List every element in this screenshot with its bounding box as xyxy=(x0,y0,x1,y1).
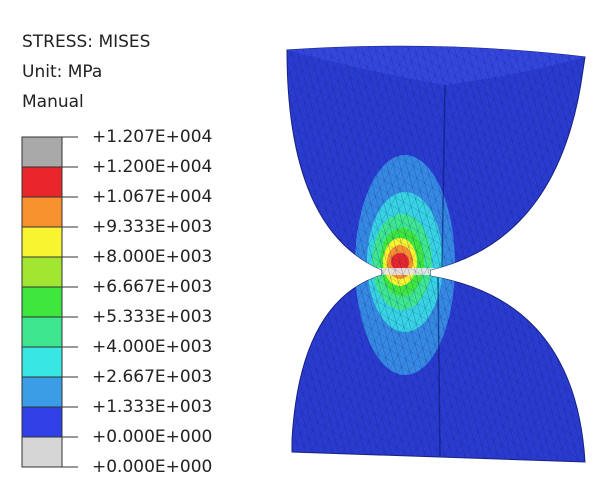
color-band xyxy=(21,316,63,348)
level-label: +1.067E+004 xyxy=(92,187,212,207)
legend-title: STRESS: MISES xyxy=(22,32,150,52)
color-band xyxy=(21,406,63,438)
level-label: +5.333E+003 xyxy=(92,307,212,327)
level-label: +1.207E+004 xyxy=(92,127,212,147)
level-label: +0.000E+000 xyxy=(92,427,212,447)
level-label: +1.333E+003 xyxy=(92,397,212,417)
color-band xyxy=(21,196,63,228)
color-band xyxy=(21,436,63,468)
color-band xyxy=(21,256,63,288)
color-bar: +1.207E+004 +1.200E+004 +1.067E+004 +9.333E… xyxy=(21,127,212,477)
color-band xyxy=(21,286,63,318)
color-band xyxy=(21,166,63,198)
level-label: +9.333E+003 xyxy=(92,217,212,237)
color-band xyxy=(21,136,63,168)
color-band xyxy=(21,226,63,258)
level-label: +0.000E+000 xyxy=(92,457,212,477)
legend-mode: Manual xyxy=(22,92,84,112)
level-label: +4.000E+003 xyxy=(92,337,212,357)
level-label: +6.667E+003 xyxy=(92,277,212,297)
level-label: +1.200E+004 xyxy=(92,157,212,177)
level-label: +2.667E+003 xyxy=(92,367,212,387)
mesh-model xyxy=(286,45,586,463)
color-band xyxy=(21,376,63,408)
legend-unit: Unit: MPa xyxy=(22,62,102,82)
color-band xyxy=(21,346,63,378)
level-label: +8.000E+003 xyxy=(92,247,212,267)
